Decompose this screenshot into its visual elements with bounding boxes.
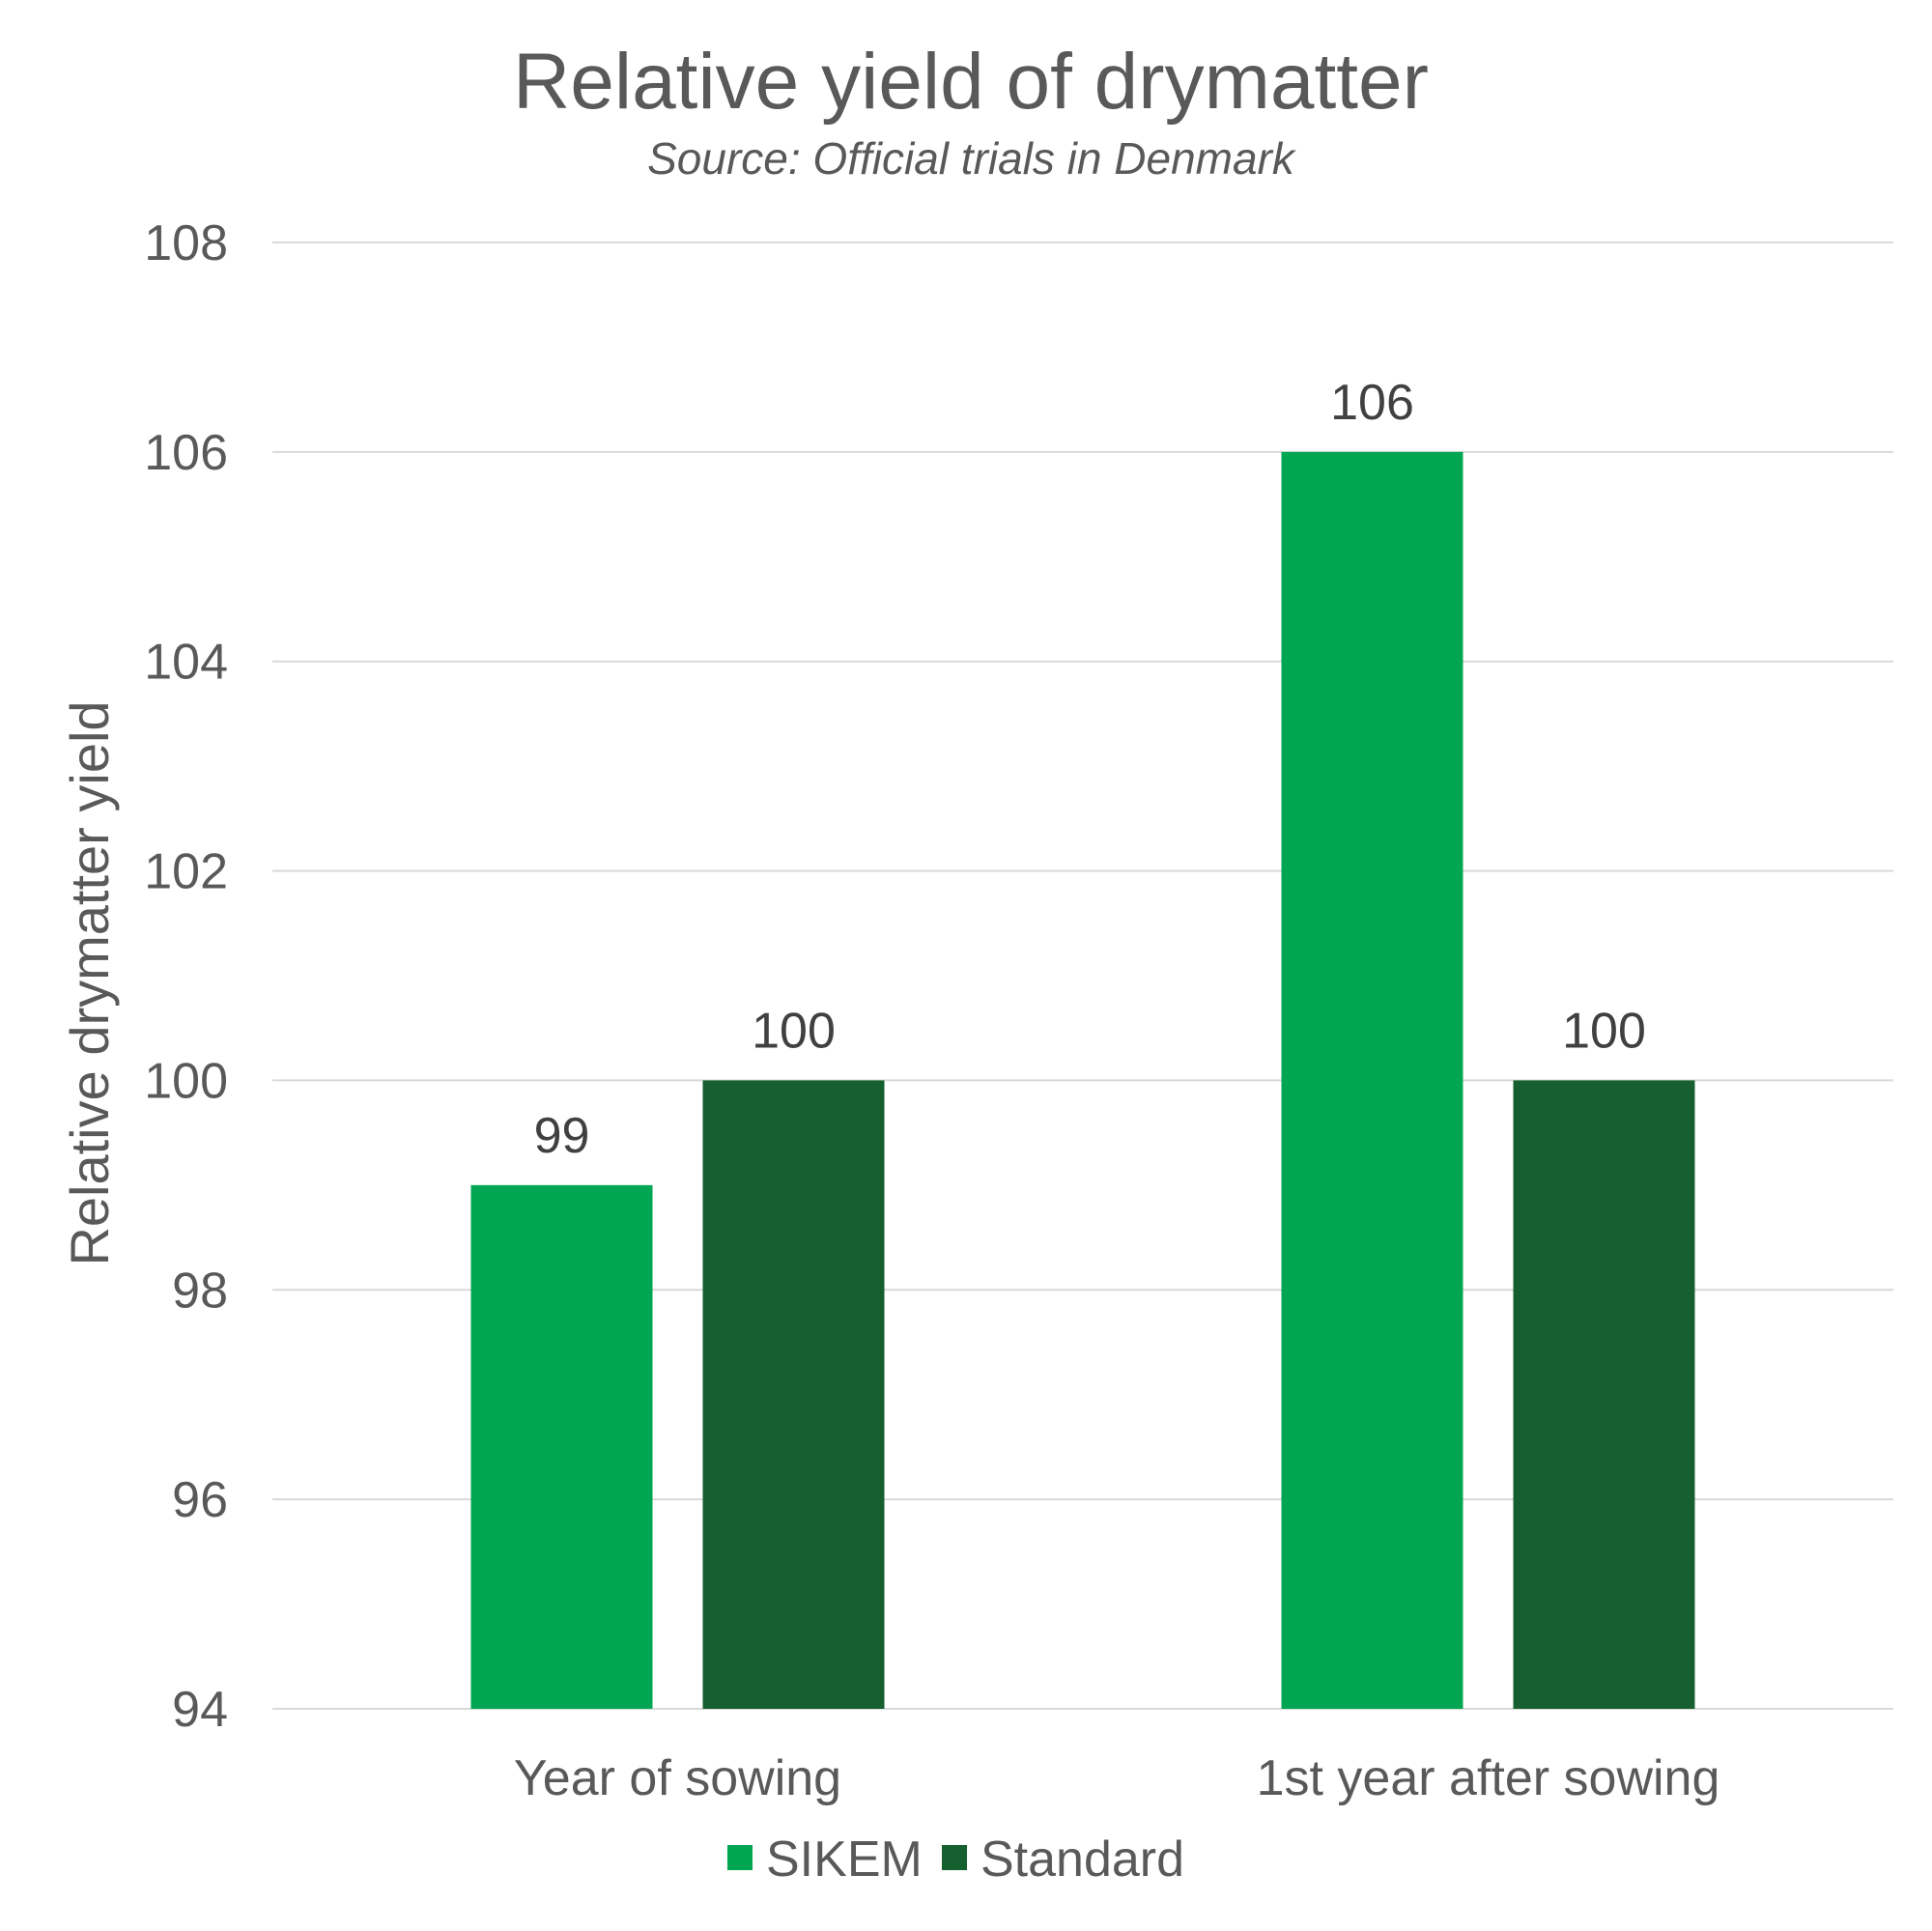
legend-swatch-sikem: [727, 1845, 753, 1870]
legend-label-sikem: SIKEM: [766, 1832, 923, 1888]
data-label: 99: [534, 1108, 590, 1164]
chart-title: Relative yield of drymatter: [513, 38, 1429, 126]
y-tick-label: 104: [144, 635, 228, 691]
bars: [470, 451, 1695, 1709]
legend: SIKEM Standard: [727, 1832, 1184, 1888]
chart-subtitle: Source: Official trials in Denmark: [647, 133, 1296, 184]
y-tick-label: 94: [172, 1682, 228, 1738]
y-tick-label: 98: [172, 1263, 228, 1319]
y-tick-label: 106: [144, 425, 228, 481]
bar-standard: [1513, 1080, 1695, 1709]
bar-sikem: [1281, 451, 1463, 1709]
data-label: 106: [1330, 375, 1414, 431]
y-tick-label: 108: [144, 215, 228, 271]
y-tick-label: 100: [144, 1053, 228, 1109]
y-axis-label: Relative drymatter yield: [59, 700, 120, 1265]
bar-standard: [702, 1080, 885, 1709]
category-label: 1st year after sowing: [1257, 1750, 1720, 1806]
y-tick-label: 102: [144, 844, 228, 900]
legend-swatch-standard: [942, 1845, 967, 1870]
y-tick-labels: 94 96 98 100 102 104 106 108: [144, 215, 228, 1738]
bar-sikem: [470, 1184, 653, 1709]
data-labels: 99 100 106 100: [534, 375, 1646, 1164]
category-label: Year of sowing: [514, 1750, 841, 1806]
data-label: 100: [1562, 1003, 1646, 1059]
legend-label-standard: Standard: [980, 1832, 1184, 1888]
y-tick-label: 96: [172, 1472, 228, 1528]
data-label: 100: [752, 1003, 836, 1059]
category-labels: Year of sowing 1st year after sowing: [514, 1750, 1719, 1806]
